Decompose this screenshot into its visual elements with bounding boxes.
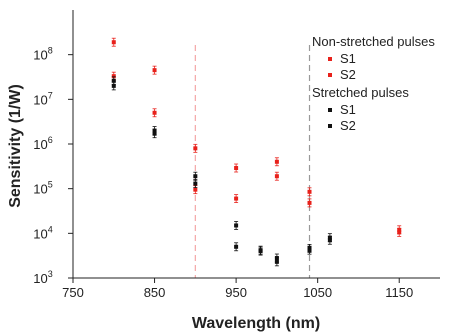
data-points <box>111 37 402 267</box>
legend-marker <box>328 108 332 112</box>
legend-group-title: Stretched pulses <box>312 85 409 100</box>
x-tick-label: 1050 <box>303 285 332 300</box>
legend-entry-label: S2 <box>340 118 356 133</box>
legend-marker <box>328 73 332 77</box>
data-point <box>152 110 157 115</box>
x-tick-label: 750 <box>62 285 84 300</box>
y-axis-title: Sensitivity (1/W) <box>7 84 24 208</box>
x-tick-label: 950 <box>225 285 247 300</box>
data-point <box>152 68 157 73</box>
data-point <box>327 238 332 243</box>
data-point <box>258 249 263 254</box>
x-tick-label: 850 <box>144 285 166 300</box>
axes <box>72 10 440 279</box>
data-point <box>152 131 157 136</box>
data-point <box>111 83 116 88</box>
data-point <box>397 230 402 235</box>
data-point <box>274 174 279 179</box>
data-point <box>307 248 312 253</box>
data-point <box>193 181 198 186</box>
legend-group-title: Non-stretched pulses <box>312 34 435 49</box>
data-point <box>234 196 239 201</box>
x-tick-label: 1150 <box>385 285 413 300</box>
data-point <box>234 223 239 228</box>
legend-marker <box>328 124 332 128</box>
x-axis-title: Wavelength (nm) <box>192 315 320 332</box>
data-point <box>193 187 198 192</box>
y-tick-label: 108 <box>33 46 52 63</box>
data-point <box>111 78 116 83</box>
reference-lines <box>194 45 311 278</box>
y-tick-label: 107 <box>33 90 52 107</box>
data-point <box>307 189 312 194</box>
legend-entry-label: S2 <box>340 67 356 82</box>
y-tick-label: 103 <box>33 269 52 286</box>
legend-entry-label: S1 <box>340 51 356 66</box>
data-point <box>274 159 279 164</box>
y-tick-label: 105 <box>33 180 52 197</box>
legend-marker <box>328 57 332 61</box>
y-tick-label: 104 <box>33 224 52 241</box>
y-axis-ticks: 103 104 105 106 107 108 <box>33 46 73 286</box>
data-point <box>193 146 198 151</box>
data-point <box>234 166 239 171</box>
legend-entry-label: S1 <box>340 102 356 117</box>
data-point <box>307 200 312 205</box>
data-point <box>111 74 116 79</box>
data-point <box>111 40 116 45</box>
data-point <box>274 259 279 264</box>
x-axis-ticks: 750 850 950 1050 1150 <box>62 278 413 300</box>
y-tick-label: 106 <box>33 135 52 152</box>
data-point <box>234 244 239 249</box>
data-point <box>193 174 198 179</box>
